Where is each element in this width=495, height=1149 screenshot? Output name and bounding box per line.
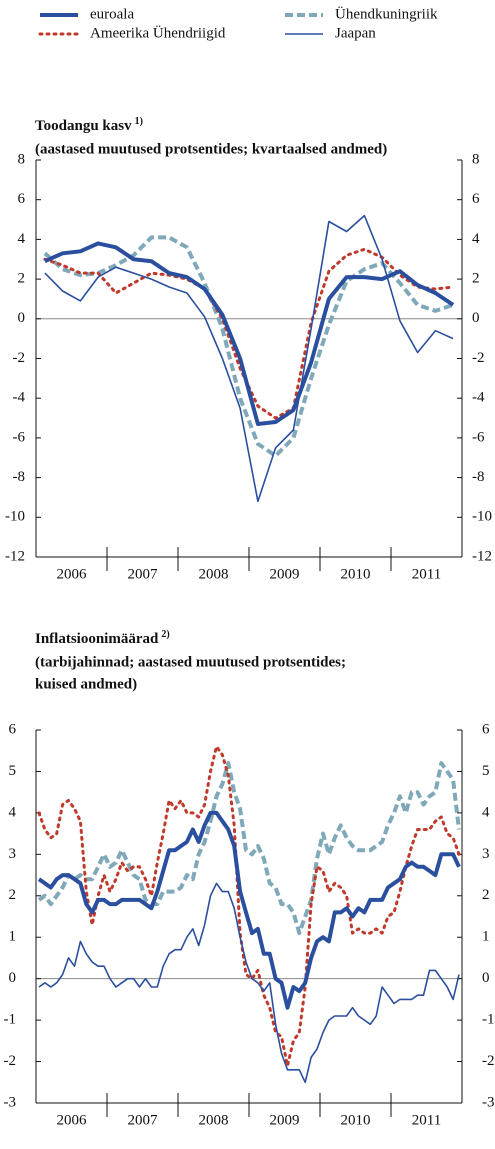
- y2-tick-label: 1: [482, 929, 490, 945]
- y-tick-label: -12: [5, 548, 25, 564]
- y-tick-label: -8: [13, 469, 26, 485]
- y2-tick-label: 0: [472, 310, 480, 326]
- title-text: Toodangu kasv: [35, 118, 132, 134]
- y2-tick-label: 3: [482, 846, 490, 862]
- x-tick-label: 2007: [128, 566, 159, 582]
- chart-title: Inflatsioonimäärad 2): [35, 629, 170, 647]
- y-tick-label: 6: [18, 191, 26, 207]
- y2-tick-label: 2: [482, 887, 490, 903]
- y2-tick-label: -4: [472, 390, 485, 406]
- x-tick-label: 2008: [199, 566, 229, 582]
- x-tick-label: 2008: [199, 1112, 229, 1128]
- y-tick-label: 4: [18, 231, 26, 247]
- y2-tick-label: -10: [472, 509, 492, 525]
- legend-label: Ühendkuningriik: [335, 5, 438, 22]
- y-tick-label: 6: [9, 721, 17, 737]
- series-line: [44, 214, 454, 503]
- y2-tick-label: 6: [482, 721, 490, 737]
- y2-tick-label: 0: [482, 970, 490, 986]
- x-tick-label: 2011: [412, 1112, 441, 1128]
- y-tick-label: -6: [13, 429, 26, 445]
- chart-subtitle: kuised andmed): [35, 676, 137, 692]
- title-note: 1): [135, 116, 143, 127]
- y-tick-label: 2: [18, 271, 26, 287]
- legend-label: euroala: [90, 6, 134, 22]
- y-tick-label: 4: [9, 804, 17, 820]
- y-tick-label: 5: [9, 763, 17, 779]
- x-tick-label: 2006: [57, 566, 88, 582]
- y-tick-label: -1: [4, 1012, 17, 1028]
- y-tick-label: 8: [18, 151, 26, 167]
- y2-tick-label: -12: [472, 548, 492, 564]
- x-tick-label: 2007: [128, 1112, 159, 1128]
- series-line: [37, 810, 461, 1010]
- y2-tick-label: 6: [472, 191, 480, 207]
- y-tick-label: 3: [9, 846, 17, 862]
- y-tick-label: -2: [4, 1053, 17, 1069]
- series-line: [37, 745, 461, 1068]
- y2-tick-label: 4: [472, 231, 480, 247]
- legend-label: Ameerika Ühendriigid: [90, 24, 226, 41]
- y2-tick-label: -1: [482, 1012, 495, 1028]
- y2-tick-label: -2: [472, 350, 485, 366]
- y-tick-label: 0: [9, 970, 17, 986]
- x-tick-label: 2009: [270, 566, 300, 582]
- y2-tick-label: 4: [482, 804, 490, 820]
- x-tick-label: 2009: [270, 1112, 300, 1128]
- x-tick-label: 2010: [341, 566, 371, 582]
- y2-tick-label: -3: [482, 1094, 495, 1110]
- chart-subtitle: (tarbijahinnad; aastased muutused protse…: [35, 654, 346, 670]
- y2-tick-label: -6: [472, 429, 485, 445]
- y-tick-label: 1: [9, 929, 17, 945]
- legend-label: Jaapan: [335, 25, 376, 41]
- series-line: [44, 241, 455, 426]
- series-line: [43, 235, 454, 458]
- y-tick-label: -2: [13, 350, 26, 366]
- series-line: [38, 882, 460, 1084]
- y2-tick-label: 8: [472, 151, 480, 167]
- title-note: 2): [161, 629, 169, 640]
- y-tick-label: 2: [9, 887, 17, 903]
- chart-title: Toodangu kasv 1): [35, 116, 143, 134]
- y2-tick-label: -2: [482, 1053, 495, 1069]
- y-tick-label: -3: [4, 1094, 17, 1110]
- y2-tick-label: 2: [472, 271, 480, 287]
- title-text: Inflatsioonimäärad: [35, 631, 159, 647]
- y-tick-label: -10: [5, 509, 25, 525]
- y2-tick-label: 5: [482, 763, 490, 779]
- x-tick-label: 2011: [412, 566, 441, 582]
- x-tick-label: 2010: [341, 1112, 371, 1128]
- x-tick-label: 2006: [57, 1112, 88, 1128]
- chart-subtitle: (aastased muutused protsentides; kvartaa…: [35, 141, 387, 157]
- y-tick-label: -4: [13, 390, 26, 406]
- y-tick-label: 0: [18, 310, 26, 326]
- y2-tick-label: -8: [472, 469, 485, 485]
